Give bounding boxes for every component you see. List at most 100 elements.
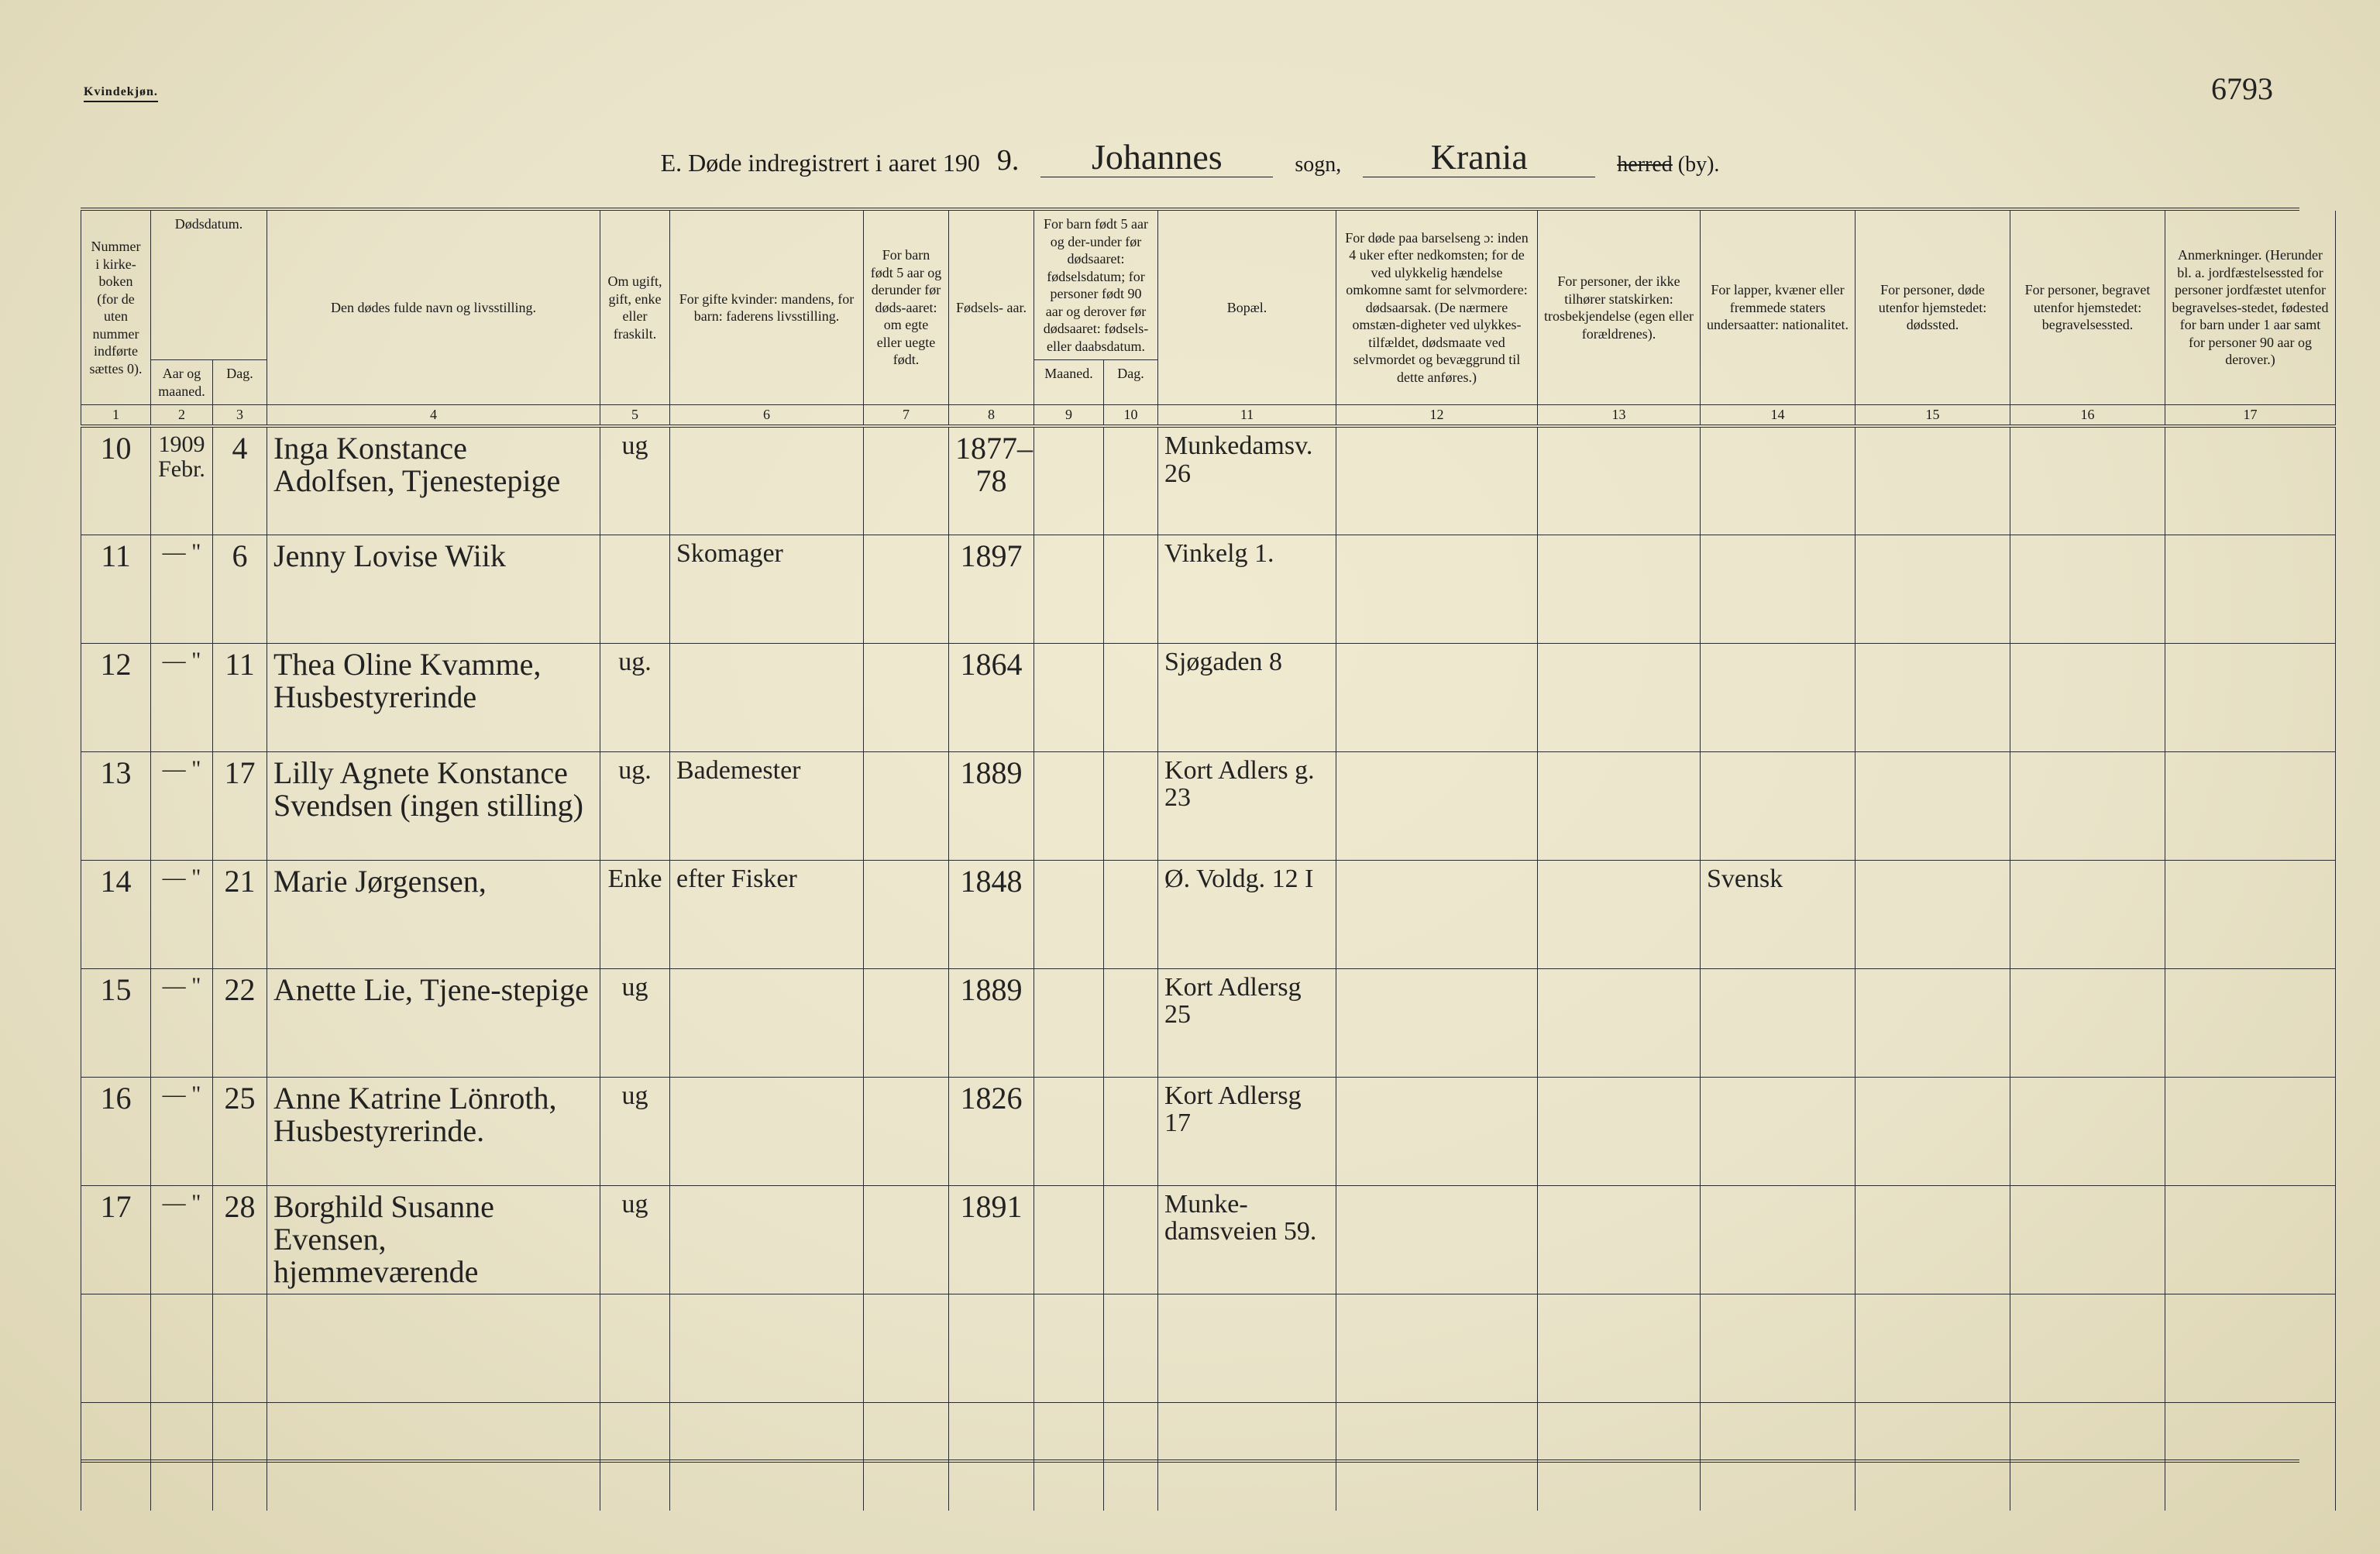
district-label-plain: (by). [1678,153,1720,177]
cell-cause [1336,426,1538,535]
colnum: 1 [81,405,151,427]
cell-faith [1538,535,1701,643]
cell-relation: efter Fisker [670,860,864,968]
cell-birth-month [1034,535,1104,643]
cell-notes [2165,643,2336,751]
cell-day: 22 [213,968,267,1077]
cell-birth-month [1034,968,1104,1077]
cell-day: 11 [213,643,267,751]
cell-status: ug [600,1185,670,1294]
cell-residence: Vinkelg 1. [1158,535,1336,643]
district-label: herred (by). [1617,153,1719,177]
cell-residence: Ø. Voldg. 12 I [1158,860,1336,968]
cell-name: Lilly Agnete Konstance Svendsen (ingen s… [267,751,600,860]
cell-cause [1336,1185,1538,1294]
col-2-3-group-header: Dødsdatum. [151,211,267,360]
col-15-header: For personer, døde utenfor hjemstedet: d… [1856,211,2010,405]
cell-burial [2010,426,2165,535]
title-year-suffix: 9. [997,143,1020,177]
cell-birth-year: 1889 [949,751,1034,860]
cell-num: 15 [81,968,151,1077]
register-table: Nummer i kirke- boken (for de uten numme… [81,211,2336,1511]
cell-year-month: — " [151,1077,213,1185]
cell-relation [670,968,864,1077]
cell-faith [1538,751,1701,860]
cell-legit [864,643,949,751]
district-field: Krania [1363,139,1595,177]
col-4-header: Den dødes fulde navn og livsstilling. [267,211,600,405]
table-row: 13 — " 17 Lilly Agnete Konstance Svendse… [81,751,2336,860]
colnum: 3 [213,405,267,427]
cell-faith [1538,643,1701,751]
cell-name: Anne Katrine Lönroth, Husbestyrerinde. [267,1077,600,1185]
colnum: 8 [949,405,1034,427]
cell-burial [2010,968,2165,1077]
cell-birth-month [1034,426,1104,535]
col-12-header: For døde paa barselseng ɔ: inden 4 uker … [1336,211,1538,405]
cell-birth-day [1104,535,1158,643]
cell-nationality [1701,643,1856,751]
cell-num: 14 [81,860,151,968]
cell-status: ug. [600,643,670,751]
col-8-header: Fødsels- aar. [949,211,1034,405]
cell-name: Inga Konstance Adolfsen, Tjenestepige [267,426,600,535]
table-row: 15 — " 22 Anette Lie, Tjene-stepige ug 1… [81,968,2336,1077]
cell-death-place [1856,535,2010,643]
cell-year-month: — " [151,860,213,968]
col-2-header: Aar og maaned. [151,360,213,405]
col-5-header: Om ugift, gift, enke eller fraskilt. [600,211,670,405]
cell-death-place [1856,426,2010,535]
cell-notes [2165,751,2336,860]
cell-status [600,535,670,643]
cell-residence: Munkedamsv. 26 [1158,426,1336,535]
col-7-header: For barn født 5 aar og derunder før døds… [864,211,949,405]
cell-cause [1336,751,1538,860]
cell-birth-month [1034,1077,1104,1185]
colnum: 2 [151,405,213,427]
cell-legit [864,1185,949,1294]
col-1-header: Nummer i kirke- boken (for de uten numme… [81,211,151,405]
cell-birth-year: 1877–78 [949,426,1034,535]
cell-relation [670,1077,864,1185]
gender-heading: Kvindekjøn. [84,85,158,102]
cell-status: ug [600,968,670,1077]
colnum: 10 [1104,405,1158,427]
cell-faith [1538,1077,1701,1185]
cell-num: 11 [81,535,151,643]
col-9-10-group-header: For barn født 5 aar og der-under før død… [1034,211,1158,360]
col-14-header: For lapper, kvæner eller fremmede stater… [1701,211,1856,405]
cell-notes [2165,968,2336,1077]
cell-name: Anette Lie, Tjene-stepige [267,968,600,1077]
cell-birth-day [1104,643,1158,751]
table-row: 11 — " 6 Jenny Lovise Wiik Skomager 1897… [81,535,2336,643]
cell-faith [1538,1185,1701,1294]
cell-burial [2010,1077,2165,1185]
table-header: Nummer i kirke- boken (for de uten numme… [81,211,2336,426]
col-10-header: Dag. [1104,360,1158,405]
col-16-header: For personer, begravet utenfor hjemstede… [2010,211,2165,405]
cell-faith [1538,968,1701,1077]
parish-label: sogn, [1295,153,1341,177]
table-row: 12 — " 11 Thea Oline Kvamme, Husbestyrer… [81,643,2336,751]
cell-relation [670,426,864,535]
cell-day: 17 [213,751,267,860]
cell-faith [1538,860,1701,968]
cell-legit [864,426,949,535]
table-row: 17 — " 28 Borghild Susanne Evensen, hjem… [81,1185,2336,1294]
cell-birth-day [1104,751,1158,860]
cell-birth-year: 1891 [949,1185,1034,1294]
colnum: 7 [864,405,949,427]
cell-nationality [1701,751,1856,860]
district-label-strike: herred [1617,153,1673,177]
colnum: 4 [267,405,600,427]
parish-field: Johannes [1040,139,1273,177]
table-row [81,1402,2336,1511]
title-bar: E. Døde indregistrert i aaret 1909. Joha… [37,139,2343,177]
cell-legit [864,1077,949,1185]
col-11-header: Bopæl. [1158,211,1336,405]
colnum: 16 [2010,405,2165,427]
cell-residence: Munke-damsveien 59. [1158,1185,1336,1294]
table-row: 16 — " 25 Anne Katrine Lönroth, Husbesty… [81,1077,2336,1185]
cell-name: Marie Jørgensen, [267,860,600,968]
cell-burial [2010,860,2165,968]
